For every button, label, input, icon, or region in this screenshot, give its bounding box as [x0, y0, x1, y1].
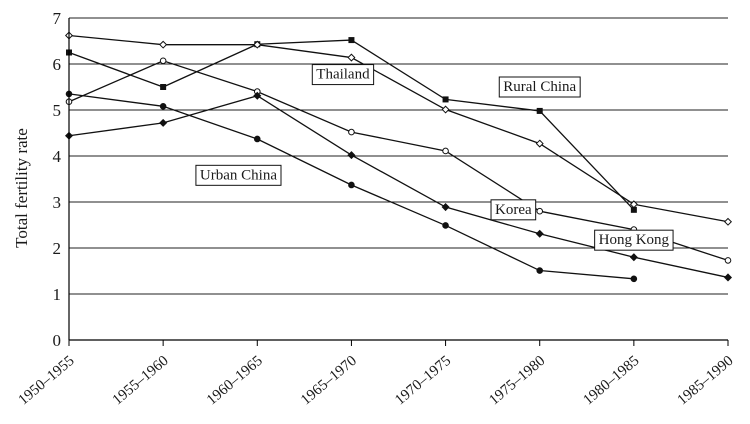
x-tick-label: 1980–1985	[580, 353, 642, 409]
data-point	[347, 151, 356, 160]
y-tick-label: 4	[53, 147, 62, 166]
data-point	[441, 105, 450, 114]
y-tick-label: 2	[53, 239, 62, 258]
data-point	[347, 53, 356, 62]
data-point	[159, 40, 168, 49]
x-tick-label: 1975–1980	[486, 353, 548, 409]
x-axis-categories: 1950–1955 1955–1960 1960–1965 1965–1970 1970…	[16, 340, 737, 408]
data-point	[723, 273, 733, 282]
data-point	[253, 91, 262, 100]
x-tick-label: 1950–1955	[16, 353, 78, 409]
y-tick-label: 6	[53, 55, 62, 74]
series-labels: Thailand Rural China Urban China Korea Hong …	[195, 64, 674, 251]
x-tick-label: 1960–1965	[204, 353, 266, 409]
data-point	[348, 181, 355, 189]
data-point	[536, 267, 544, 274]
y-tick-label: 0	[53, 331, 62, 350]
series-label-box	[594, 229, 674, 251]
label-urban-china: Urban China	[195, 164, 282, 186]
data-point	[723, 217, 733, 226]
gridlines	[69, 17, 728, 295]
series-label-box	[195, 164, 282, 186]
data-point	[348, 37, 355, 44]
series-label-text: Rural China	[503, 79, 576, 95]
data-point	[442, 222, 449, 229]
data-point	[441, 203, 450, 212]
series-label-text: Hong Kong	[599, 232, 670, 248]
x-tick-label: 1985–1990	[675, 353, 737, 409]
data-point	[442, 147, 449, 155]
series-line	[68, 95, 729, 279]
y-tick-label: 5	[53, 101, 62, 120]
series-lines	[64, 31, 733, 283]
series-hong-kong	[64, 91, 733, 282]
data-point	[159, 103, 167, 110]
series-label-text: Korea	[495, 202, 532, 218]
data-point	[629, 253, 638, 262]
series-label-box	[490, 199, 537, 221]
data-point	[536, 207, 544, 215]
series-label-text: Thailand	[316, 67, 370, 83]
data-point	[253, 135, 261, 143]
y-tick-label: 7	[53, 9, 62, 28]
data-point	[159, 118, 168, 127]
label-korea: Korea	[490, 199, 537, 221]
data-point	[536, 107, 543, 114]
series-line	[68, 60, 729, 262]
data-point	[630, 206, 637, 213]
data-point	[159, 57, 167, 65]
data-point	[629, 200, 638, 209]
label-hong-kong: Hong Kong	[594, 229, 674, 251]
y-tick-label: 1	[53, 285, 62, 304]
y-tick-label: 3	[53, 193, 62, 212]
series-label-box	[498, 76, 581, 98]
label-rural-china: Rural China	[498, 76, 581, 98]
data-point	[253, 40, 262, 49]
label-thailand: Thailand	[311, 64, 375, 86]
data-point	[535, 229, 544, 238]
y-axis-ticks: 0 1 2 3 4 5 6 7	[53, 9, 62, 350]
series-label-box	[311, 64, 375, 86]
x-tick-label: 1955–1960	[110, 353, 172, 409]
series-label-text: Urban China	[200, 167, 277, 183]
x-tick-label: 1970–1975	[392, 353, 454, 409]
data-point	[535, 139, 544, 148]
data-point	[442, 96, 449, 103]
y-axis-label: Total fertility rate	[12, 128, 31, 248]
data-point	[160, 84, 167, 90]
x-tick-label: 1965–1970	[298, 353, 360, 409]
series-line	[68, 34, 729, 223]
data-point	[724, 257, 732, 264]
series-urban-china	[65, 90, 638, 283]
data-point	[630, 275, 638, 283]
data-point	[348, 128, 355, 136]
